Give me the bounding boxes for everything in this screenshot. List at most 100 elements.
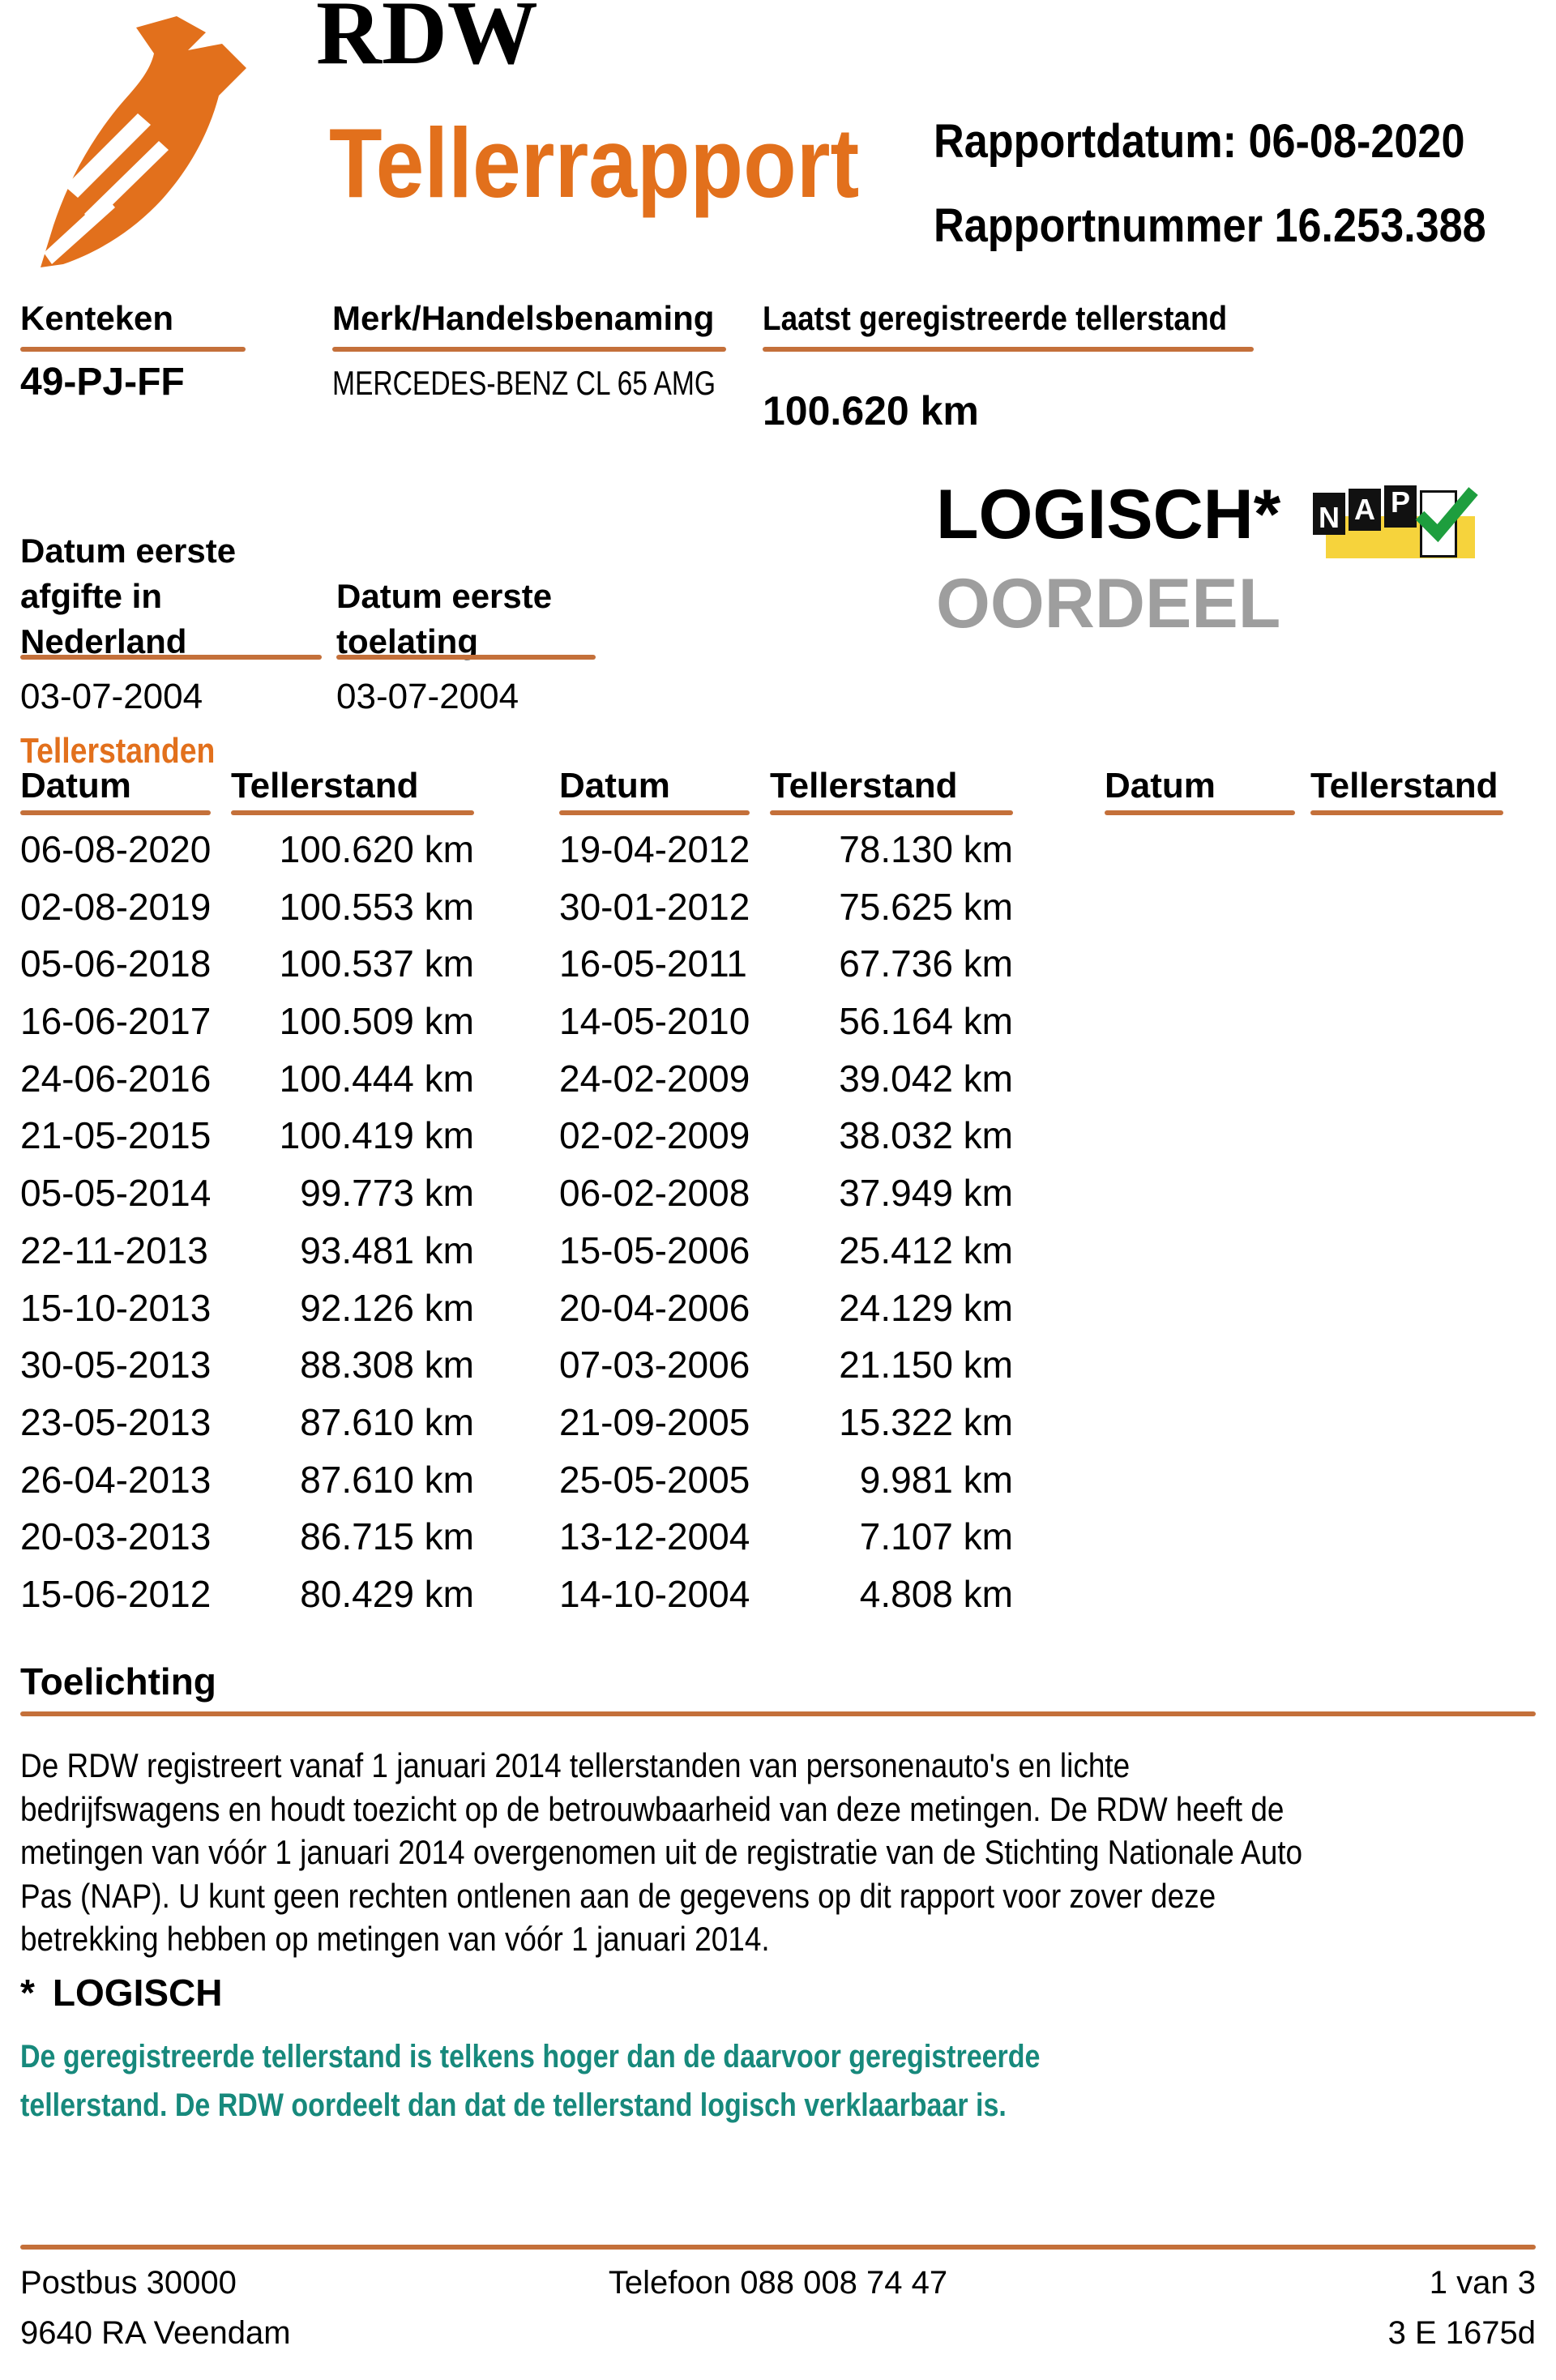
kenteken-value: 49-PJ-FF	[20, 361, 185, 404]
datum-cell: 22-11-2013	[20, 1228, 208, 1271]
nap-logo: N A P	[1313, 485, 1480, 562]
table-row: 26-04-2013 87.610 km	[20, 1451, 474, 1509]
table-row: 20-03-2013 86.715 km	[20, 1508, 474, 1566]
nap-letter-n: N	[1313, 493, 1345, 535]
tellerstand-cell: 21.150 km	[839, 1344, 1013, 1387]
g2-datum-underline	[559, 810, 750, 815]
tellerstand-cell: 93.481 km	[300, 1228, 474, 1271]
footer-doc-code: 3 E 1675d	[1387, 2315, 1536, 2351]
datum-cell: 06-08-2020	[20, 828, 212, 870]
merk-label: Merk/Handelsbenaming	[332, 299, 715, 337]
table-row: 19-04-2012 78.130 km	[559, 821, 1013, 878]
table-row: 22-11-2013 93.481 km	[20, 1222, 474, 1280]
table-row: 30-05-2013 88.308 km	[20, 1336, 474, 1394]
tellerstand-cell: 56.164 km	[839, 1000, 1013, 1043]
report-number-line: Rapportnummer 16.253.388	[934, 203, 1486, 250]
tellerstand-cell: 100.419 km	[279, 1114, 474, 1157]
report-number-label: Rapportnummer	[934, 199, 1263, 252]
tellerstand-cell: 9.981 km	[859, 1458, 1013, 1501]
table-row: 07-03-2006 21.150 km	[559, 1336, 1013, 1394]
datum-cell: 02-02-2009	[559, 1114, 750, 1157]
datum-cell: 25-05-2005	[559, 1458, 750, 1501]
asterisk-marker: *	[20, 1972, 35, 2014]
datum-cell: 16-05-2011	[559, 942, 747, 985]
footer-page-number: 1 van 3	[1429, 2265, 1536, 2301]
tellerstand-cell: 67.736 km	[839, 942, 1013, 985]
tellerstand-cell: 100.509 km	[279, 1000, 474, 1043]
tellerstanden-title: Tellerstanden	[20, 731, 216, 771]
tellerstand-cell: 92.126 km	[300, 1286, 474, 1329]
tellerstanden-rows-g1: 06-08-2020 100.620 km 02-08-2019 100.553 km…	[20, 821, 474, 1623]
toelichting-title: Toelichting	[20, 1660, 216, 1703]
tellerstand-cell: 4.808 km	[859, 1572, 1013, 1615]
datum-cell: 16-06-2017	[20, 1000, 212, 1043]
datum-cell: 06-02-2008	[559, 1172, 750, 1215]
merk-underline	[332, 347, 726, 352]
g1-tellerstand-underline	[231, 810, 474, 815]
datum-cell: 30-01-2012	[559, 885, 750, 928]
nap-letter-p: P	[1384, 485, 1417, 528]
table-row: 15-10-2013 92.126 km	[20, 1280, 474, 1337]
datum-cell: 13-12-2004	[559, 1515, 750, 1558]
laatste-tellerstand-underline	[763, 347, 1254, 352]
toelichting-paragraph: De RDW registreert vanaf 1 januari 2014 …	[20, 1746, 1303, 1958]
table-row: 02-08-2019 100.553 km	[20, 878, 474, 936]
datum-cell: 14-05-2010	[559, 1000, 750, 1043]
tellerstand-cell: 75.625 km	[839, 885, 1013, 928]
table-row: 21-09-2005 15.322 km	[559, 1394, 1013, 1451]
datum-cell: 24-06-2016	[20, 1057, 212, 1100]
datum-cell: 30-05-2013	[20, 1344, 212, 1387]
tellerstand-cell: 80.429 km	[300, 1572, 474, 1615]
table-row: 06-08-2020 100.620 km	[20, 821, 474, 878]
tellerstand-cell: 88.308 km	[300, 1344, 474, 1387]
footer-rule	[20, 2245, 1536, 2250]
datum-cell: 15-05-2006	[559, 1228, 750, 1271]
table-row: 21-05-2015 100.419 km	[20, 1107, 474, 1164]
tellerstand-cell: 39.042 km	[839, 1057, 1013, 1100]
logisch-note-text: De geregistreerde tellerstand is telkens…	[20, 2039, 1041, 2123]
g3-datum-header: Datum	[1105, 766, 1216, 805]
table-row: 02-02-2009 38.032 km	[559, 1107, 1013, 1164]
g1-datum-header: Datum	[20, 766, 131, 805]
table-row: 30-01-2012 75.625 km	[559, 878, 1013, 936]
table-row: 20-04-2006 24.129 km	[559, 1280, 1013, 1337]
table-row: 06-02-2008 37.949 km	[559, 1164, 1013, 1222]
datum-cell: 24-02-2009	[559, 1057, 750, 1100]
tellerstand-cell: 87.610 km	[300, 1458, 474, 1501]
laatste-tellerstand-label: Laatst geregistreerde tellerstand	[763, 299, 1228, 337]
page-title: Tellerrapport	[329, 108, 860, 218]
g3-tellerstand-underline	[1310, 810, 1503, 815]
tellerstanden-rows-g2: 19-04-2012 78.130 km 30-01-2012 75.625 km 16…	[559, 821, 1013, 1623]
g2-tellerstand-header: Tellerstand	[770, 766, 958, 805]
logisch-note-word: LOGISCH	[52, 1972, 223, 2014]
datum-cell: 14-10-2004	[559, 1572, 750, 1615]
rdw-logo-text: RDW	[316, 0, 538, 83]
rdw-logo-icon	[41, 16, 246, 267]
datum-cell: 15-06-2012	[20, 1572, 212, 1615]
datum-cell: 20-03-2013	[20, 1515, 212, 1558]
datum-toelating-value: 03-07-2004	[336, 677, 519, 716]
report-date-label: Rapportdatum:	[934, 115, 1238, 168]
tellerstand-cell: 38.032 km	[839, 1114, 1013, 1157]
oordeel-value: LOGISCH*	[936, 476, 1281, 553]
table-row: 25-05-2005 9.981 km	[559, 1451, 1013, 1509]
report-date-value: 06-08-2020	[1248, 115, 1465, 168]
laatste-tellerstand-value: 100.620 km	[763, 388, 979, 434]
footer-phone: Telefoon 088 008 74 47	[608, 2265, 948, 2301]
datum-cell: 20-04-2006	[559, 1286, 750, 1329]
toelichting-rule	[20, 1711, 1536, 1716]
datum-cell: 07-03-2006	[559, 1344, 750, 1387]
datum-toelating-underline	[336, 655, 596, 660]
table-row: 14-05-2010 56.164 km	[559, 993, 1013, 1050]
datum-cell: 23-05-2013	[20, 1400, 212, 1443]
table-row: 05-06-2018 100.537 km	[20, 935, 474, 993]
datum-afgifte-label: Datum eerste afgifte in Nederland	[20, 532, 237, 660]
table-row: 23-05-2013 87.610 km	[20, 1394, 474, 1451]
nap-checkmark-icon	[1415, 487, 1478, 543]
datum-cell: 19-04-2012	[559, 828, 750, 870]
g3-tellerstand-header: Tellerstand	[1310, 766, 1498, 805]
table-row: 16-05-2011 67.736 km	[559, 935, 1013, 993]
tellerstand-cell: 100.620 km	[279, 828, 474, 870]
table-row: 15-05-2006 25.412 km	[559, 1222, 1013, 1280]
table-row: 05-05-2014 99.773 km	[20, 1164, 474, 1222]
